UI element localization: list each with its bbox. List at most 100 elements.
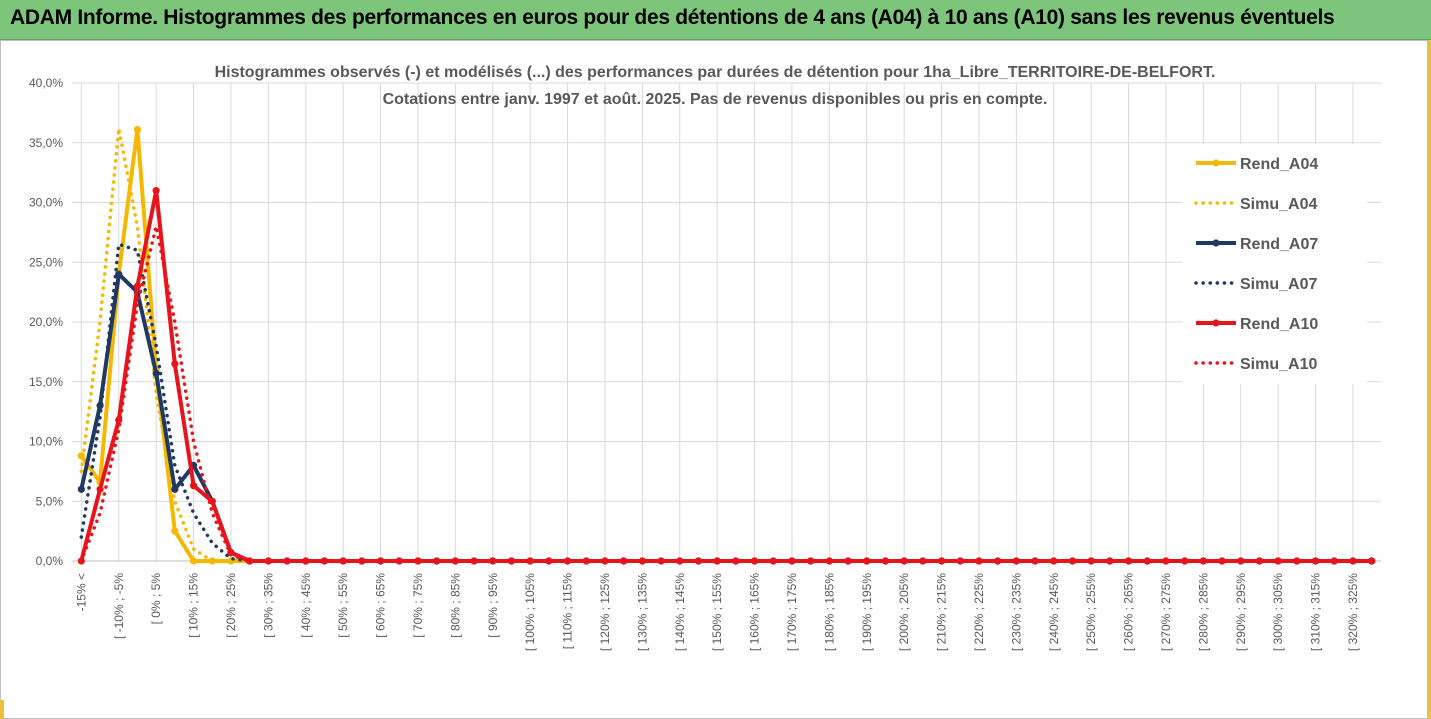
data-point <box>171 527 179 535</box>
y-tick-label: 10,0% <box>29 435 63 449</box>
data-point <box>620 557 628 565</box>
x-tick-label: [ 240% ; 245% <box>1047 573 1061 651</box>
data-point <box>171 485 179 493</box>
data-point <box>376 557 385 565</box>
data-point <box>1181 557 1189 565</box>
x-tick-label: [ 250% ; 255% <box>1084 573 1098 651</box>
y-tick-label: 25,0% <box>29 255 63 269</box>
data-point <box>1237 557 1245 565</box>
data-point <box>77 485 85 493</box>
y-tick-label: 0,0% <box>36 554 64 568</box>
series-rend-a04 <box>77 126 1376 565</box>
legend-item: Rend_A10 <box>1196 316 1318 333</box>
data-point <box>732 557 740 565</box>
x-tick-label: [ 110% ; 115% <box>561 573 575 650</box>
data-point <box>1087 557 1095 565</box>
x-tick-label: [ 200% ; 205% <box>897 573 911 651</box>
chart-title: Histogrammes observés (-) et modélisés (… <box>215 64 1216 81</box>
legend-label: Rend_A07 <box>1240 236 1318 253</box>
x-tick-label: [ 310% ; 315% <box>1309 573 1323 651</box>
chart-subtitle: Cotations entre janv. 1997 et août. 2025… <box>383 91 1048 108</box>
x-tick-label: [ 220% ; 225% <box>972 573 986 651</box>
x-tick-label: [ 20% ; 25% <box>224 573 238 638</box>
x-tick-label: -15% < <box>74 573 88 611</box>
data-point <box>414 557 422 565</box>
data-point <box>320 557 329 565</box>
legend-label: Simu_A10 <box>1240 356 1317 373</box>
legend-label: Simu_A07 <box>1240 276 1317 293</box>
legend-background <box>1182 144 1367 384</box>
y-tick-label: 20,0% <box>29 315 63 329</box>
legend-item: Simu_A10 <box>1194 356 1317 373</box>
series <box>77 126 1376 565</box>
x-tick-label: [ 260% ; 265% <box>1122 573 1136 651</box>
x-tick-label: [ 100% ; 105% <box>523 573 537 651</box>
x-tick-label: [ 160% ; 165% <box>748 573 762 651</box>
y-axis-ticks: 0,0% 5,0% 10,0% 15,0% 20,0% 25,0% 30,0% 35,0% 40… <box>29 76 63 568</box>
data-point <box>1274 557 1282 565</box>
legend-label: Rend_A10 <box>1240 316 1318 333</box>
series-line <box>79 272 1372 563</box>
x-tick-label: [ 30% ; 35% <box>261 573 275 638</box>
x-tick-label: [ 280% ; 285% <box>1196 573 1210 651</box>
series-line <box>79 126 1374 563</box>
header-banner: ADAM Informe. Histogrammes des performan… <box>0 0 1431 40</box>
x-tick-label: [ 300% ; 305% <box>1271 573 1285 651</box>
series-rend-a07 <box>77 270 1376 565</box>
legend-label: Rend_A04 <box>1240 156 1318 173</box>
data-point <box>358 557 366 565</box>
data-point <box>563 557 572 565</box>
x-tick-label: [ 230% ; 235% <box>1009 573 1023 651</box>
data-point <box>171 360 179 368</box>
data-point <box>133 126 142 134</box>
series-rend-a10 <box>77 186 1376 565</box>
x-tick-label: [ 270% ; 275% <box>1159 573 1173 651</box>
data-point <box>919 557 927 565</box>
data-point <box>189 557 198 565</box>
x-tick-label: [ -10% ; -5% <box>112 573 126 639</box>
x-tick-label: [ 190% ; 195% <box>860 573 874 651</box>
series-simu-a07 <box>79 242 1374 563</box>
x-tick-label: [ 0% ; 5% <box>149 573 163 625</box>
x-tick-label: [ 60% ; 65% <box>374 573 388 638</box>
data-point <box>152 369 160 377</box>
x-tick-label: [ 50% ; 55% <box>336 573 350 638</box>
x-tick-label: [ 40% ; 45% <box>299 573 313 638</box>
x-tick-label: [ 70% ; 75% <box>411 573 425 638</box>
legend-marker <box>1212 159 1220 167</box>
data-point <box>769 557 777 565</box>
data-point <box>189 482 198 490</box>
series-simu-a04 <box>79 126 1374 563</box>
accent-bar-left <box>0 700 4 719</box>
data-point <box>676 557 684 565</box>
x-tick-label: [ 130% ; 135% <box>635 573 649 651</box>
data-point <box>507 557 516 565</box>
page-title: ADAM Informe. Histogrammes des performan… <box>10 6 1335 29</box>
data-point <box>152 186 160 195</box>
legend-item: Simu_A07 <box>1194 276 1317 293</box>
series-line <box>79 224 1374 563</box>
data-point <box>937 557 946 565</box>
x-tick-label: [ 120% ; 125% <box>598 573 612 651</box>
data-point <box>1031 557 1039 565</box>
data-point <box>881 557 890 565</box>
x-axis-ticks: -15% < [ -10% ; -5% [ 0% ; 5% [ 10% ; 15% [ … <box>74 573 1360 651</box>
legend-label: Simu_A04 <box>1240 196 1317 213</box>
legend-marker <box>1212 239 1220 247</box>
legend-marker <box>1212 319 1220 327</box>
x-tick-label: [ 320% ; 325% <box>1346 573 1360 651</box>
series-line <box>79 242 1374 563</box>
x-tick-label: [ 180% ; 185% <box>822 573 836 651</box>
data-point <box>470 557 478 565</box>
data-point <box>1293 557 1301 565</box>
x-tick-label: [ 170% ; 175% <box>785 573 799 651</box>
data-point <box>713 557 721 565</box>
data-point <box>133 282 142 290</box>
legend-item: Simu_A04 <box>1194 196 1317 213</box>
y-tick-label: 40,0% <box>29 76 63 90</box>
legend-item: Rend_A04 <box>1196 156 1318 173</box>
data-point <box>96 485 104 493</box>
legend-item: Rend_A07 <box>1196 236 1318 253</box>
data-point <box>1124 557 1133 565</box>
accent-bar-right <box>1427 40 1431 719</box>
